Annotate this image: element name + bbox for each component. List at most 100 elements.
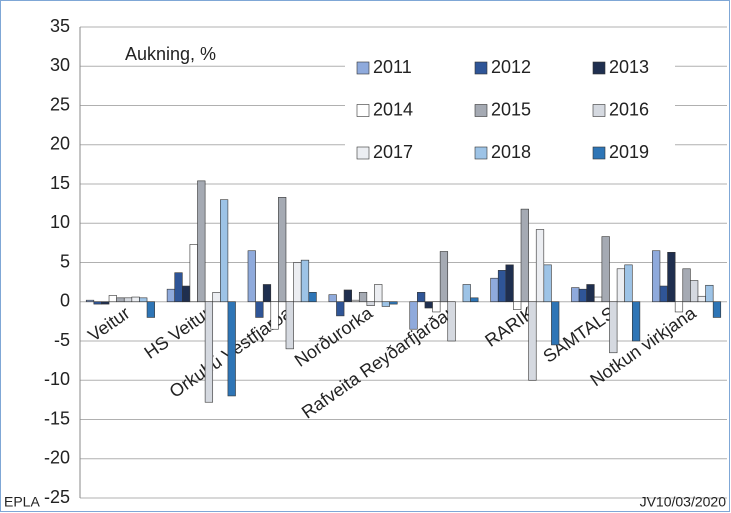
- legend-bg: [345, 48, 675, 173]
- bar: [520, 208, 529, 303]
- y-tick-label: 35: [50, 16, 70, 36]
- bar: [220, 199, 229, 303]
- bar: [424, 301, 433, 309]
- bar: [513, 301, 522, 310]
- bar: [308, 292, 317, 303]
- legend-label: 2014: [373, 99, 413, 119]
- bar: [374, 284, 383, 303]
- bar: [116, 297, 125, 303]
- bar: [343, 289, 352, 303]
- bar: [674, 301, 684, 313]
- annotation: Aukning, %: [125, 44, 216, 64]
- legend-label: 2012: [491, 57, 531, 77]
- legend-label: 2015: [491, 99, 531, 119]
- bar: [535, 229, 545, 303]
- y-tick-label: -15: [44, 408, 70, 428]
- bar: [439, 251, 449, 303]
- legend-label: 2017: [373, 142, 413, 162]
- bar: [543, 264, 552, 303]
- bar: [462, 284, 471, 303]
- bar: [255, 301, 264, 318]
- bar: [586, 284, 595, 303]
- source-right: JV10/03/2020: [640, 494, 727, 510]
- legend-swatch: [356, 104, 370, 117]
- legend-swatch: [592, 61, 606, 75]
- bar: [247, 250, 256, 303]
- bar: [101, 301, 110, 305]
- bar: [262, 284, 272, 303]
- legend-label: 2018: [491, 142, 531, 162]
- legend-swatch: [592, 146, 606, 160]
- bar: [551, 301, 560, 346]
- bar: [432, 301, 441, 313]
- bar: [139, 297, 148, 303]
- bar: [197, 180, 206, 303]
- y-tick-label: -25: [44, 487, 70, 507]
- legend-swatch: [474, 104, 488, 117]
- bar: [389, 301, 398, 305]
- y-tick-label: 10: [50, 212, 70, 232]
- bar: [601, 236, 610, 303]
- y-tick-label: 0: [60, 291, 70, 311]
- bar: [351, 299, 360, 303]
- bar: [447, 301, 456, 342]
- bar: [189, 244, 198, 303]
- bar: [166, 288, 176, 303]
- legend-swatch: [356, 146, 370, 160]
- legend-label: 2019: [609, 142, 649, 162]
- legend-swatch: [474, 61, 488, 75]
- legend-swatch: [356, 61, 370, 75]
- bar: [705, 284, 714, 303]
- bar: [212, 292, 221, 303]
- bar: [667, 251, 676, 303]
- bars: [85, 180, 722, 403]
- legend-label: 2011: [373, 57, 412, 77]
- bar: [336, 301, 345, 317]
- bar: [409, 301, 418, 330]
- bar: [366, 301, 375, 306]
- bar: [417, 292, 426, 303]
- y-tick-label: 5: [60, 251, 70, 271]
- bar: [328, 294, 337, 303]
- legend-swatch: [474, 146, 488, 160]
- bar: [578, 288, 587, 303]
- bar: [571, 287, 580, 303]
- bar: [652, 250, 661, 303]
- y-tick-label: 25: [50, 94, 70, 114]
- legend-label: 2013: [609, 57, 649, 77]
- bar: [697, 295, 706, 303]
- bar: [285, 301, 294, 350]
- bar: [204, 301, 214, 403]
- y-tick-label: -5: [54, 330, 70, 350]
- bar: [93, 301, 102, 305]
- bar: [659, 285, 668, 303]
- bar: [497, 270, 507, 303]
- bar: [182, 285, 191, 303]
- bar: [616, 268, 625, 303]
- bar: [123, 297, 133, 303]
- bar: [174, 272, 183, 303]
- bar: [631, 301, 641, 342]
- bar: [146, 301, 155, 318]
- bar: [300, 259, 310, 303]
- bar: [108, 295, 117, 303]
- bar: [358, 292, 368, 303]
- bar: [690, 280, 699, 303]
- y-tick-label: -10: [44, 369, 70, 389]
- bar: [85, 299, 95, 303]
- y-tick-label: 20: [50, 134, 70, 154]
- source-left: EPLA: [4, 494, 40, 510]
- bar: [528, 301, 537, 381]
- bar: [505, 264, 514, 303]
- legend: 2011 2012 2013 2014 2015 2016 2017 2018 2019: [345, 48, 675, 173]
- y-tick-label: 30: [50, 55, 70, 75]
- bar: [470, 297, 479, 303]
- y-tick-label: -20: [44, 448, 70, 468]
- bar: [682, 268, 691, 303]
- bar: [270, 301, 279, 330]
- bar: [624, 264, 633, 303]
- bar: [293, 262, 302, 303]
- bar: [227, 301, 236, 397]
- legend-swatch: [592, 104, 606, 117]
